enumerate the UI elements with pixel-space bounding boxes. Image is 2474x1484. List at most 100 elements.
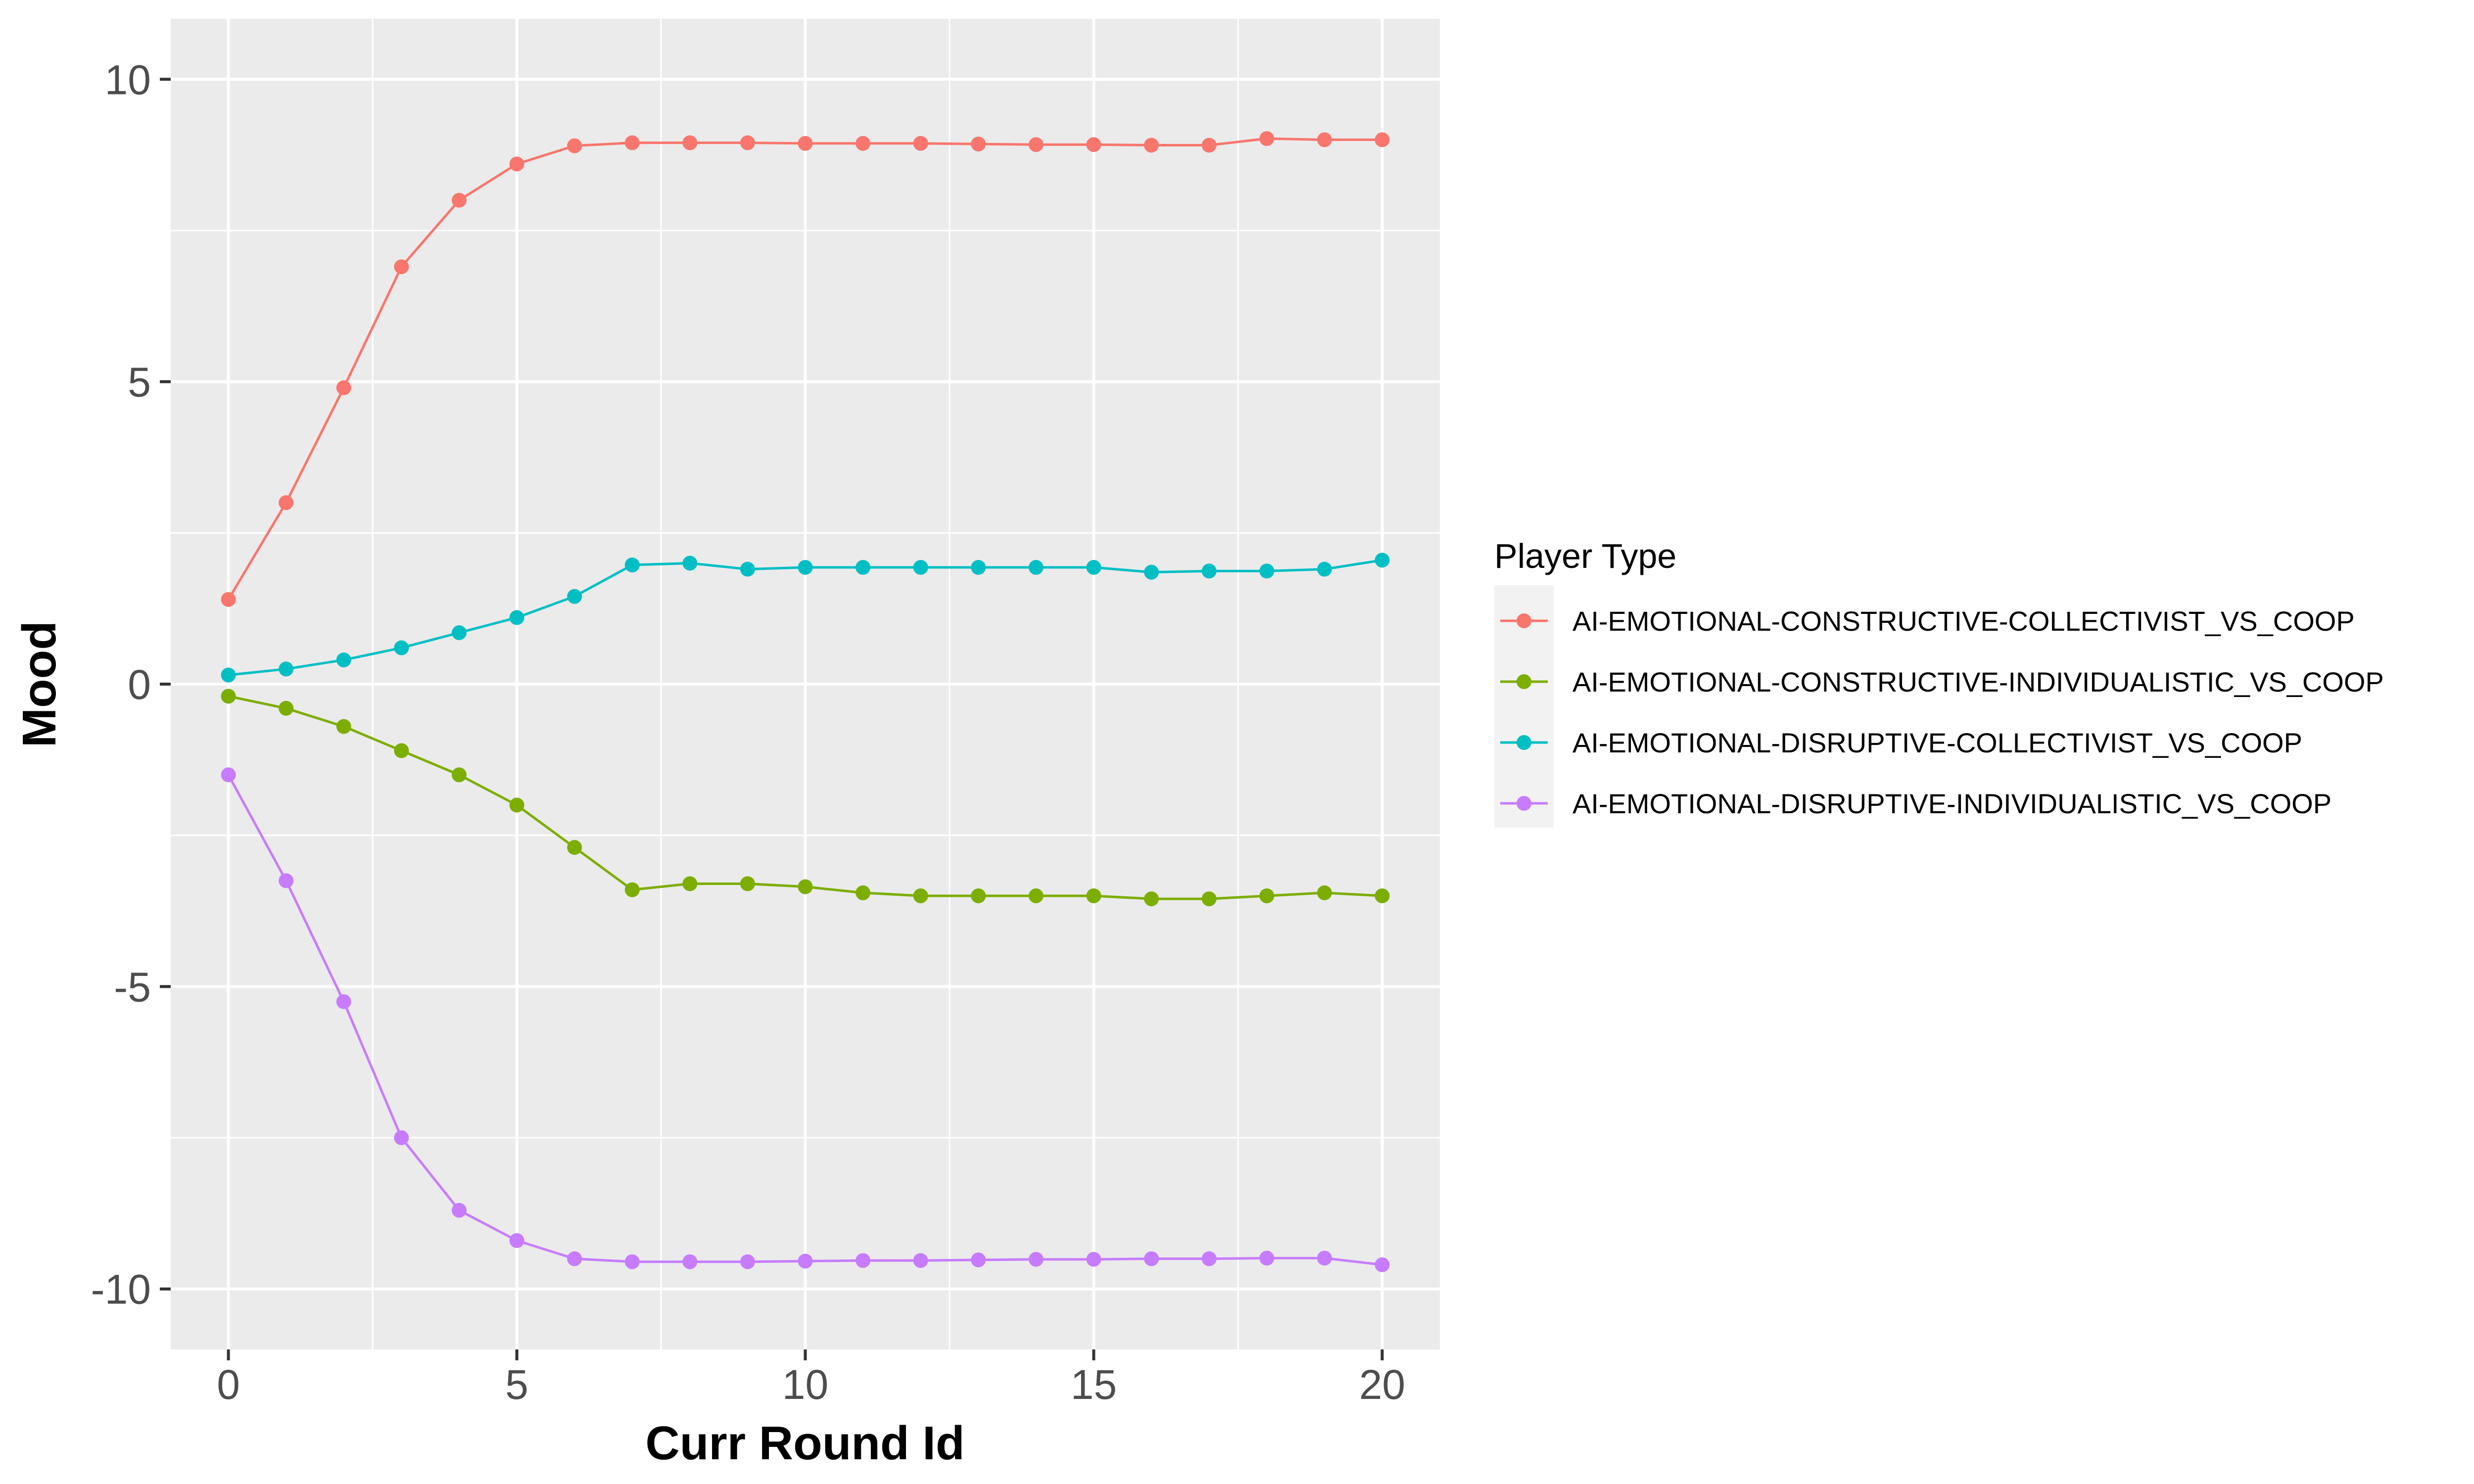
data-point (567, 138, 582, 153)
data-point (682, 135, 698, 150)
data-point (279, 495, 294, 510)
y-tick-label: -10 (91, 1266, 151, 1313)
data-point (1028, 137, 1044, 152)
x-tick-labels: 0 5 10 15 20 (217, 1361, 1405, 1408)
data-point (971, 137, 986, 152)
data-point (913, 888, 928, 903)
major-gridlines (171, 19, 1440, 1349)
data-point (509, 156, 524, 172)
legend-key-point (1517, 674, 1531, 689)
data-point (740, 135, 755, 150)
data-point (798, 136, 813, 151)
y-tick-label: 10 (105, 56, 151, 103)
x-tick-label: 20 (1359, 1361, 1405, 1408)
data-point (451, 1203, 467, 1218)
data-point (1201, 563, 1217, 579)
data-point (856, 885, 871, 900)
data-point (1144, 138, 1159, 153)
y-axis-title: Mood (13, 621, 66, 747)
data-point (221, 667, 236, 683)
data-point (913, 560, 928, 575)
data-point (451, 625, 467, 641)
data-point (971, 1252, 986, 1268)
data-point (971, 560, 986, 575)
legend-key-point (1517, 613, 1531, 628)
legend-label: AI-EMOTIONAL-CONSTRUCTIVE-COLLECTIVIST_V… (1572, 605, 2355, 637)
data-point (221, 592, 236, 607)
data-point (624, 557, 640, 573)
data-point (1375, 888, 1390, 903)
data-point (1317, 132, 1332, 147)
data-point (1028, 1252, 1044, 1267)
legend-title: Player Type (1494, 537, 1676, 575)
data-point (1144, 1251, 1159, 1266)
data-point (1201, 1251, 1217, 1266)
data-point (221, 767, 236, 783)
data-point (336, 652, 351, 668)
data-point (279, 661, 294, 677)
data-point (856, 560, 871, 575)
data-point (1086, 1252, 1101, 1267)
data-point (1259, 131, 1275, 146)
data-point (394, 1130, 409, 1146)
data-point (1375, 553, 1390, 568)
data-point (567, 1251, 582, 1266)
data-point (1259, 563, 1275, 579)
axis-ticks (160, 78, 1384, 1360)
data-point (336, 719, 351, 734)
data-point (1317, 561, 1332, 577)
data-point (1259, 888, 1275, 903)
data-point (336, 380, 351, 395)
x-tick-label: 0 (217, 1361, 240, 1408)
data-point (913, 1253, 928, 1268)
data-point (913, 136, 928, 151)
y-tick-labels: -10 -5 0 5 10 (91, 56, 151, 1312)
legend-label: AI-EMOTIONAL-CONSTRUCTIVE-INDIVIDUALISTI… (1572, 666, 2384, 697)
data-point (798, 1253, 813, 1269)
data-point (624, 135, 640, 150)
data-point (971, 888, 986, 903)
data-point (509, 797, 524, 813)
data-point (567, 589, 582, 604)
data-point (567, 840, 582, 855)
data-point (682, 876, 698, 891)
legend-key-point (1517, 735, 1531, 750)
data-point (798, 560, 813, 575)
data-point (221, 689, 236, 704)
data-point (798, 879, 813, 894)
x-tick-label: 5 (505, 1361, 528, 1408)
data-point (1201, 891, 1217, 907)
data-point (682, 1254, 698, 1269)
data-point (279, 700, 294, 716)
legend-key-point (1517, 796, 1531, 811)
data-point (1317, 885, 1332, 900)
data-point (1144, 564, 1159, 580)
legend-label: AI-EMOTIONAL-DISRUPTIVE-COLLECTIVIST_VS_… (1572, 727, 2302, 758)
data-point (624, 882, 640, 897)
data-point (740, 876, 755, 891)
data-point (279, 873, 294, 888)
data-point (394, 259, 409, 275)
data-point (1028, 888, 1044, 903)
data-point (336, 994, 351, 1009)
data-point (682, 556, 698, 571)
data-point (451, 767, 467, 783)
data-point (740, 1254, 755, 1269)
data-point (856, 136, 871, 151)
data-point (1259, 1251, 1275, 1266)
data-point (1086, 888, 1101, 903)
y-tick-label: 5 (128, 359, 151, 406)
data-point (394, 743, 409, 758)
x-axis-title: Curr Round Id (645, 1417, 964, 1470)
data-point (740, 561, 755, 577)
data-point (1375, 132, 1390, 147)
data-point (1144, 891, 1159, 907)
y-tick-label: -5 (114, 964, 151, 1010)
data-point (1086, 560, 1101, 575)
x-tick-label: 15 (1071, 1361, 1117, 1408)
data-point (624, 1254, 640, 1269)
x-tick-label: 10 (782, 1361, 828, 1408)
data-point (1317, 1251, 1332, 1266)
data-point (394, 640, 409, 655)
